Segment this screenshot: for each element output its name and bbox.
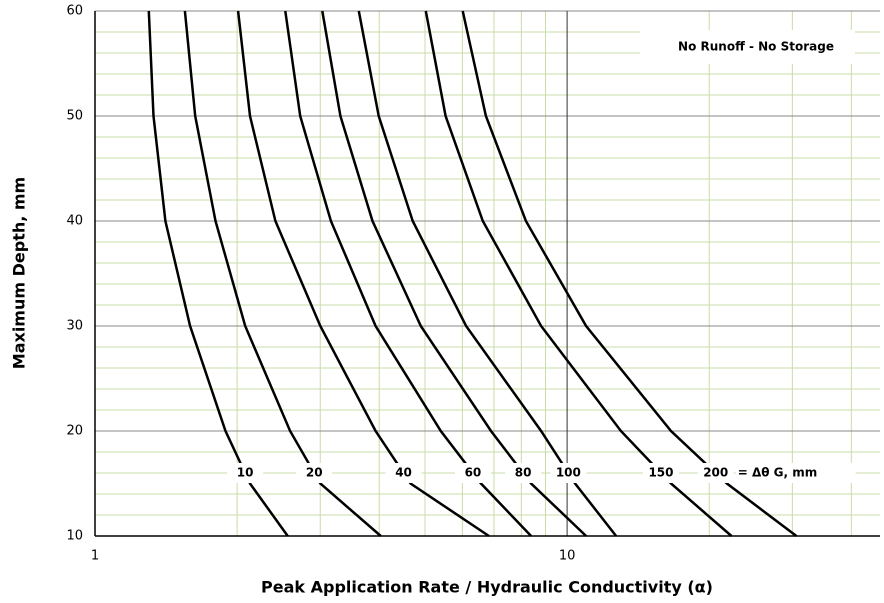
annotation: No Runoff - No Storage [678,40,834,54]
curve [461,10,798,537]
curve [424,10,733,537]
curves [147,10,798,538]
legend-label: 20 [306,466,323,480]
curve [284,10,533,537]
curve [321,10,587,537]
legend-label: 200 [703,466,728,480]
y-tick-label: 40 [66,214,83,229]
curve [183,10,382,537]
y-tick-label: 30 [66,319,83,334]
legend-label: 40 [395,466,412,480]
label-bg [296,463,333,483]
legend-label: 100 [556,466,581,480]
label-bg [735,463,856,483]
legend-label: 80 [515,466,532,480]
label-bg [454,463,491,483]
y-tick-label: 20 [66,424,83,439]
x-tick-label: 10 [559,549,576,564]
label-bg [550,463,587,483]
label-bg [385,463,422,483]
y-tick-label: 10 [66,529,83,544]
y-tick-label: 60 [66,4,83,19]
series-note: = Δθ G, mm [738,466,818,480]
x-axis-title: Peak Application Rate / Hydraulic Conduc… [261,578,713,597]
labels: 10 20 40 60 80 100 150 200 = Δθ G, mm [227,463,856,483]
curve [236,10,490,538]
x-tick-label: 1 [91,549,99,564]
label-bg [642,463,679,483]
curve [147,10,289,537]
legend-label: 60 [465,466,482,480]
legend-label: 150 [648,466,673,480]
curve [357,10,618,537]
y-tick-label: 50 [66,109,83,124]
annotation-box [640,30,855,64]
label-bg [505,463,542,483]
label-bg [227,463,264,483]
legend-label: 10 [237,466,254,480]
label-bg [697,463,734,483]
y-axis-title: Maximum Depth, mm [10,177,29,369]
